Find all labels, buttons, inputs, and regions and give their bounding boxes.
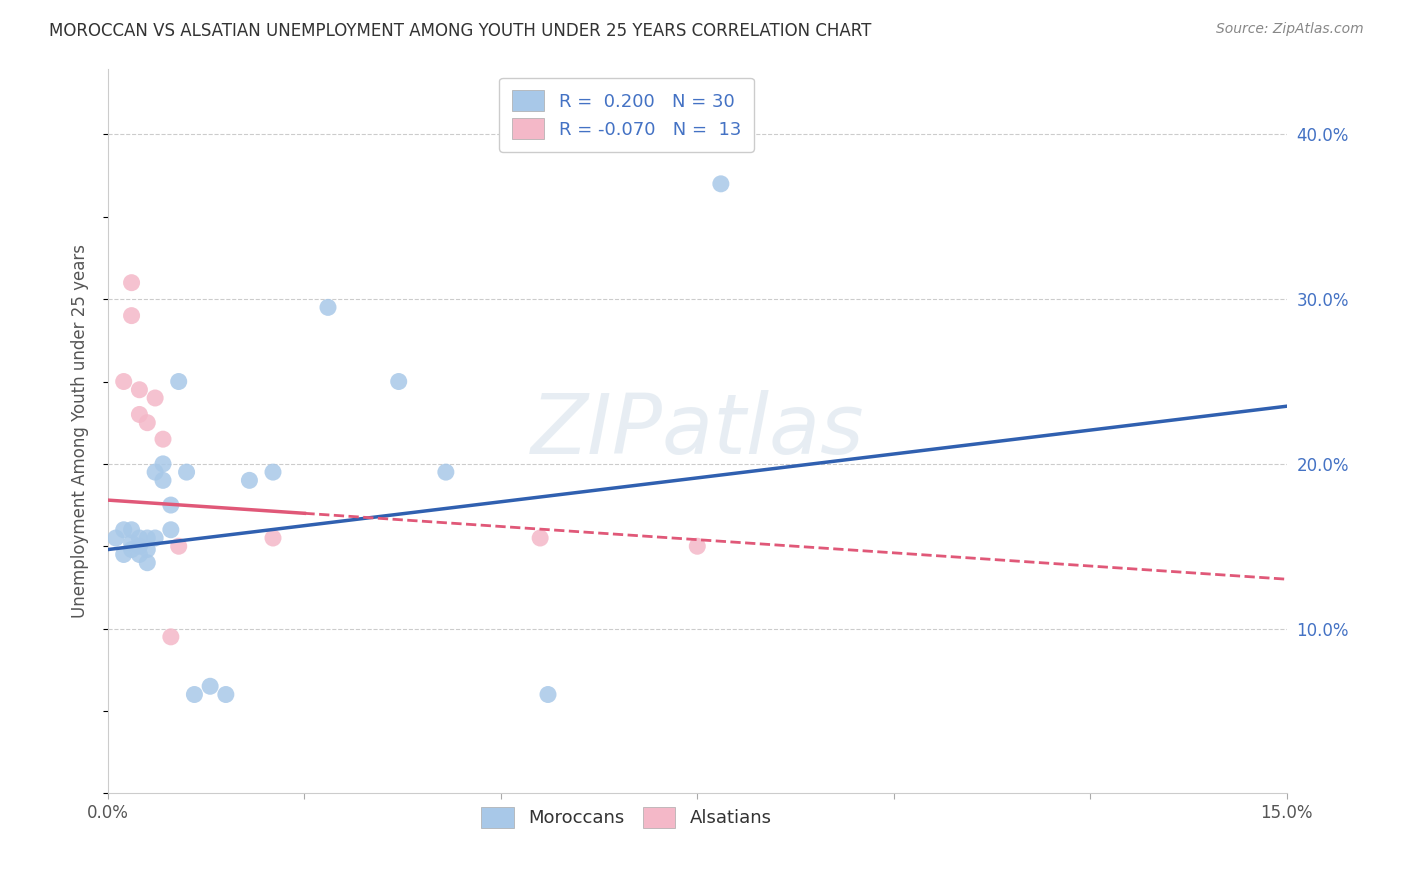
Point <box>167 375 190 389</box>
Text: Source: ZipAtlas.com: Source: ZipAtlas.com <box>1216 22 1364 37</box>
Point <box>167 539 190 553</box>
Point <box>238 474 260 488</box>
Point <box>112 523 135 537</box>
Point <box>434 465 457 479</box>
Point <box>152 474 174 488</box>
Point <box>128 383 150 397</box>
Point <box>215 688 238 702</box>
Point <box>710 177 733 191</box>
Point <box>112 548 135 562</box>
Point <box>160 523 183 537</box>
Point <box>136 416 159 430</box>
Point <box>529 531 551 545</box>
Point <box>388 375 411 389</box>
Point <box>152 457 174 471</box>
Point <box>198 679 221 693</box>
Point <box>121 523 143 537</box>
Point <box>143 531 166 545</box>
Point <box>136 556 159 570</box>
Point <box>128 408 150 422</box>
Point <box>136 531 159 545</box>
Point <box>121 536 143 550</box>
Point <box>143 465 166 479</box>
Point <box>128 548 150 562</box>
Point <box>316 301 339 315</box>
Point <box>136 542 159 557</box>
Text: ZIPatlas: ZIPatlas <box>530 391 865 472</box>
Point <box>160 630 183 644</box>
Point <box>112 375 135 389</box>
Text: MOROCCAN VS ALSATIAN UNEMPLOYMENT AMONG YOUTH UNDER 25 YEARS CORRELATION CHART: MOROCCAN VS ALSATIAN UNEMPLOYMENT AMONG … <box>49 22 872 40</box>
Point <box>537 688 560 702</box>
Point <box>128 539 150 553</box>
Legend: Moroccans, Alsatians: Moroccans, Alsatians <box>474 800 779 835</box>
Point <box>176 465 198 479</box>
Point <box>121 276 143 290</box>
Point <box>160 498 183 512</box>
Point <box>262 465 284 479</box>
Point <box>104 531 127 545</box>
Point <box>262 531 284 545</box>
Point <box>152 432 174 446</box>
Point <box>121 542 143 557</box>
Point <box>143 391 166 405</box>
Point <box>686 539 709 553</box>
Point <box>128 531 150 545</box>
Point <box>121 309 143 323</box>
Point <box>183 688 205 702</box>
Y-axis label: Unemployment Among Youth under 25 years: Unemployment Among Youth under 25 years <box>72 244 89 618</box>
